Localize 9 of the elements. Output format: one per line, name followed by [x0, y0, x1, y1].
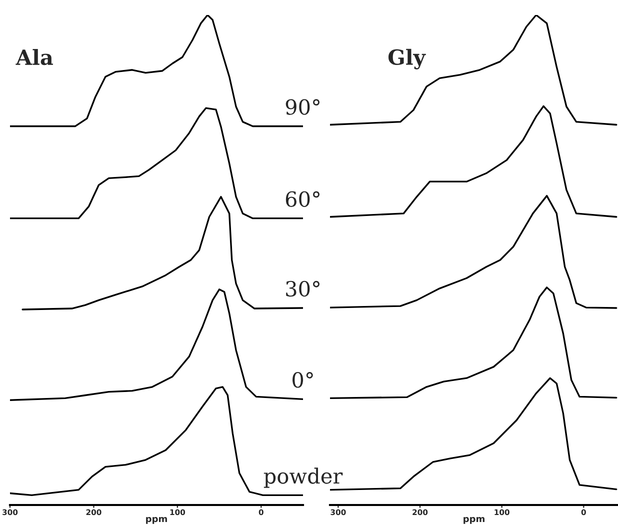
series-label: powder	[264, 468, 343, 488]
x-axis-title: ppm	[146, 516, 167, 524]
series-label: 30°	[286, 280, 320, 297]
series-label: 90°	[286, 99, 320, 115]
x-axis-title: ppm	[464, 516, 484, 524]
series-label: 60°	[286, 191, 320, 207]
text: Gly	[388, 48, 426, 70]
text: Ala	[16, 49, 53, 66]
series-label: 0°	[292, 372, 313, 388]
